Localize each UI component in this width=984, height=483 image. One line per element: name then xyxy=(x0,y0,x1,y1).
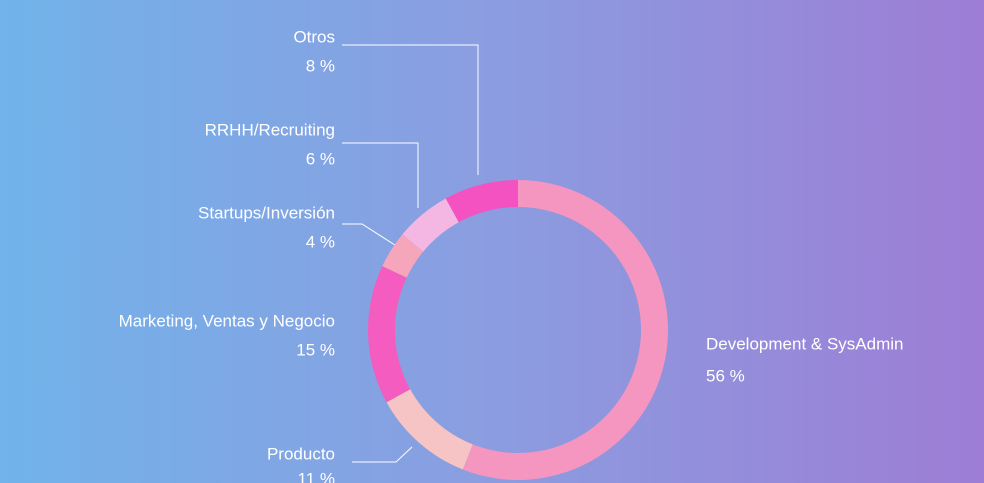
category-label: RRHH/Recruiting xyxy=(205,120,335,139)
donut-slice xyxy=(462,180,669,480)
value-label: 4 % xyxy=(306,232,335,251)
donut-slice xyxy=(445,180,518,223)
leader-line xyxy=(342,44,479,175)
donut-slice xyxy=(402,198,459,252)
value-label: 56 % xyxy=(706,366,745,385)
leader-line xyxy=(352,446,413,463)
leader-line xyxy=(342,142,419,208)
value-label: 15 % xyxy=(296,340,335,359)
leader-line xyxy=(342,223,399,248)
category-label: Startups/Inversión xyxy=(198,203,335,222)
category-label: Otros xyxy=(293,27,335,46)
category-label: Marketing, Ventas y Negocio xyxy=(119,311,335,330)
donut-slice xyxy=(386,389,473,470)
value-label: 8 % xyxy=(306,56,335,75)
value-label: 11 % xyxy=(298,469,336,483)
donut-slice xyxy=(368,266,411,403)
value-label: 6 % xyxy=(306,149,335,168)
category-label: Producto xyxy=(267,444,335,463)
donut-slice xyxy=(382,234,424,278)
category-label: Development & SysAdmin xyxy=(706,334,903,353)
